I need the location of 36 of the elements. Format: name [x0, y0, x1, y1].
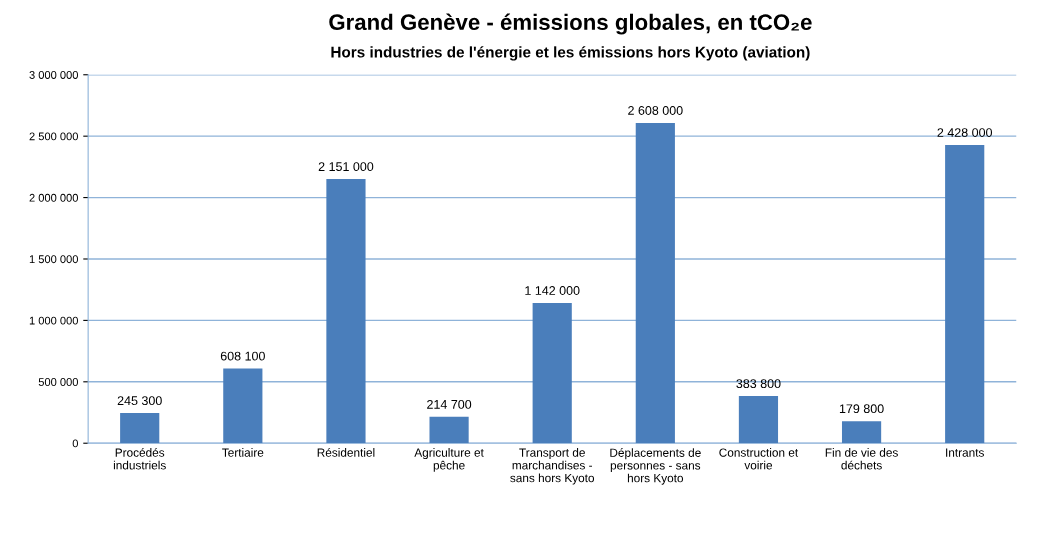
x-tick-label: Agriculture et pêche — [414, 448, 484, 472]
x-tick-label: Procédés industriels — [113, 447, 166, 470]
data-label: 1 142 000 — [525, 286, 580, 295]
bar — [120, 413, 160, 444]
data-label: 179 800 — [839, 404, 884, 414]
x-tick-label: Fin de vie des déchets — [825, 448, 898, 470]
data-label: 214 700 — [427, 399, 472, 409]
bar — [841, 421, 882, 444]
x-tick-label: Tertiaire — [222, 448, 264, 457]
data-label: 245 300 — [117, 396, 162, 406]
data-label: 2 151 000 — [318, 162, 374, 172]
data-label: 2 608 000 — [628, 106, 683, 115]
x-tick-label: Construction et voirie — [719, 448, 799, 470]
bar — [223, 368, 263, 444]
bar — [429, 416, 469, 444]
bar — [945, 145, 985, 444]
chart-subtitle: Hors industries de l'énergie et les émissions hors Kyoto (aviation) — [331, 46, 810, 61]
x-tick-label: Déplacements de personnes - sans hors Kyoto — [610, 448, 701, 485]
x-tick-label: Résidentiel — [317, 447, 375, 457]
bar — [738, 396, 779, 444]
bar — [326, 179, 366, 444]
bar — [532, 302, 572, 444]
data-label: 2 428 000 — [937, 128, 993, 137]
y-tick-label: 3 000 000 — [29, 71, 78, 79]
data-label: 383 800 — [736, 379, 781, 389]
data-label: 608 100 — [220, 351, 265, 361]
bar — [635, 122, 675, 444]
y-tick-label: 1 000 000 — [29, 316, 78, 325]
y-tick-label: 2 000 000 — [29, 193, 78, 202]
x-tick-label: Transport de marchandises - sans hors Kyoto — [510, 448, 595, 485]
chart-title: Grand Genève - émissions globales, en tCO₂e — [329, 13, 812, 35]
y-tick-label: 500 000 — [38, 378, 78, 386]
y-tick-label: 1 500 000 — [29, 255, 78, 264]
y-tick-label: 2 500 000 — [29, 132, 78, 141]
x-tick-label: Intrants — [946, 448, 984, 457]
y-tick-label: 0 — [72, 439, 78, 448]
